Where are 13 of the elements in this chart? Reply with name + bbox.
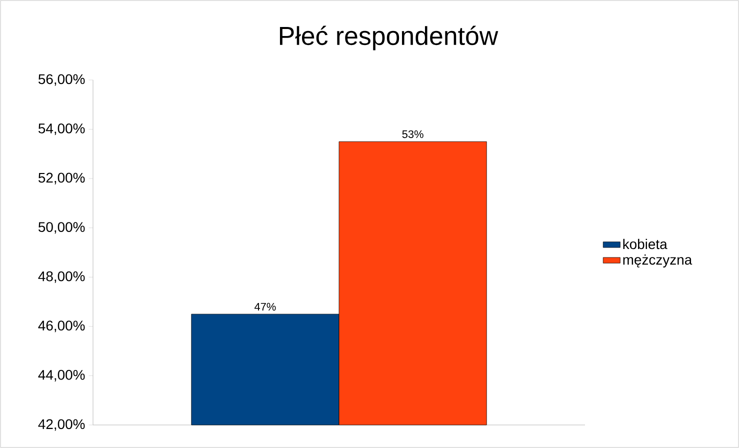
y-tick-label: 52,00% [38,172,85,184]
y-tick-label: 56,00% [38,74,85,86]
chart-title: Płeć respondentów [280,26,498,50]
data-label: 53% [402,130,424,138]
y-tick-label: 48,00% [38,271,85,283]
legend-label: kobieta [623,238,668,250]
y-tick-label: 44,00% [38,370,85,382]
data-label: 47% [254,302,276,311]
y-tick-label: 54,00% [38,123,85,136]
y-tick-label: 50,00% [38,222,85,234]
y-tick-label: 46,00% [38,320,85,332]
y-tick-label: 42,00% [38,419,85,431]
legend-label: mężczyzna [623,254,692,268]
